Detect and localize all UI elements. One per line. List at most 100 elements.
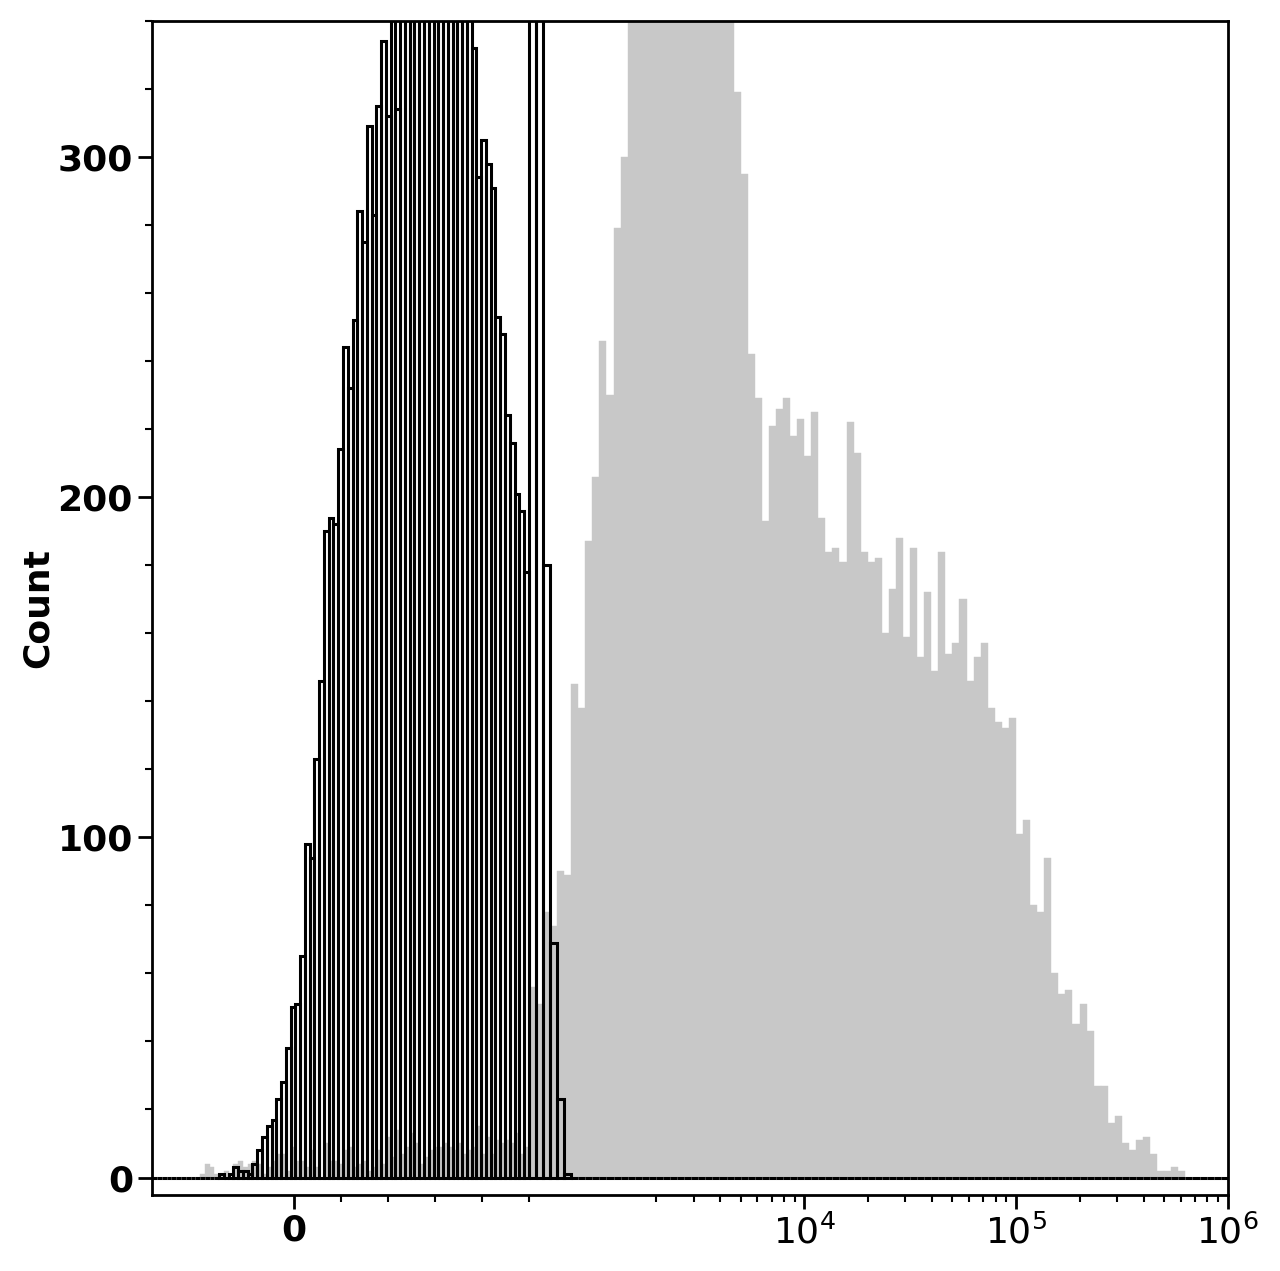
Bar bbox=[457, 1144, 462, 1177]
Bar bbox=[1135, 1140, 1143, 1177]
Bar bbox=[367, 1171, 371, 1177]
Bar bbox=[233, 1167, 238, 1177]
Bar bbox=[713, 0, 719, 1177]
Bar bbox=[1044, 858, 1051, 1177]
Bar bbox=[390, 0, 396, 1177]
Bar bbox=[924, 592, 932, 1177]
Bar bbox=[266, 1167, 271, 1177]
Bar bbox=[305, 1167, 310, 1177]
Bar bbox=[509, 1144, 515, 1177]
Bar bbox=[1051, 974, 1059, 1177]
Bar bbox=[438, 1146, 443, 1177]
Bar bbox=[543, 566, 550, 1177]
Bar bbox=[1009, 718, 1016, 1177]
Bar bbox=[506, 1140, 509, 1177]
Bar bbox=[276, 1154, 282, 1177]
Bar bbox=[960, 599, 966, 1177]
Bar bbox=[305, 844, 310, 1177]
Bar bbox=[755, 398, 762, 1177]
Bar bbox=[443, 0, 448, 1177]
Bar bbox=[529, 988, 536, 1177]
Bar bbox=[727, 0, 733, 1177]
Bar bbox=[486, 164, 490, 1177]
Bar bbox=[564, 874, 571, 1177]
Bar bbox=[243, 1167, 248, 1177]
Bar bbox=[343, 347, 348, 1177]
Bar bbox=[910, 548, 918, 1177]
Bar bbox=[315, 1167, 319, 1177]
Bar bbox=[381, 41, 385, 1177]
Bar bbox=[352, 320, 357, 1177]
Bar bbox=[812, 412, 818, 1177]
Bar bbox=[946, 653, 952, 1177]
Bar bbox=[506, 416, 509, 1177]
Bar bbox=[882, 633, 888, 1177]
Bar bbox=[1079, 1004, 1087, 1177]
Bar bbox=[691, 0, 699, 1177]
Bar bbox=[627, 0, 635, 1177]
Bar bbox=[649, 0, 655, 1177]
Bar bbox=[1151, 1154, 1157, 1177]
Bar bbox=[705, 0, 713, 1177]
Bar bbox=[776, 409, 783, 1177]
Bar bbox=[1129, 1150, 1135, 1177]
Bar bbox=[329, 1160, 334, 1177]
Bar bbox=[390, 1157, 396, 1177]
Bar bbox=[376, 1150, 381, 1177]
Bar bbox=[352, 1167, 357, 1177]
Bar bbox=[434, 1146, 438, 1177]
Bar bbox=[257, 1150, 262, 1177]
Bar bbox=[952, 643, 960, 1177]
Bar bbox=[1037, 913, 1044, 1177]
Bar bbox=[300, 956, 305, 1177]
Bar bbox=[509, 442, 515, 1177]
Bar bbox=[1107, 1124, 1115, 1177]
Bar bbox=[1101, 1085, 1107, 1177]
Bar bbox=[524, 1146, 529, 1177]
Bar bbox=[641, 0, 649, 1177]
Bar bbox=[918, 657, 924, 1177]
Bar bbox=[826, 552, 832, 1177]
Bar bbox=[902, 637, 910, 1177]
Bar bbox=[262, 1136, 266, 1177]
Bar bbox=[1143, 1136, 1151, 1177]
Bar bbox=[536, 0, 543, 1177]
Bar bbox=[457, 0, 462, 1177]
Bar bbox=[410, 0, 415, 1177]
Bar bbox=[462, 1154, 467, 1177]
Bar bbox=[401, 0, 404, 1177]
Bar bbox=[733, 93, 741, 1177]
Bar bbox=[684, 0, 691, 1177]
Bar bbox=[214, 1174, 219, 1177]
Bar bbox=[621, 156, 627, 1177]
Bar bbox=[404, 0, 410, 1177]
Bar bbox=[515, 1134, 520, 1177]
Bar bbox=[495, 1140, 500, 1177]
Bar bbox=[868, 562, 874, 1177]
Bar bbox=[362, 1160, 367, 1177]
Bar bbox=[599, 341, 607, 1177]
Bar bbox=[271, 1120, 276, 1177]
Bar bbox=[291, 1008, 296, 1177]
Bar bbox=[334, 1160, 338, 1177]
Bar bbox=[1002, 728, 1009, 1177]
Bar bbox=[500, 1144, 506, 1177]
Bar bbox=[1030, 905, 1037, 1177]
Bar bbox=[205, 1164, 210, 1177]
Bar bbox=[210, 1167, 214, 1177]
Bar bbox=[415, 1144, 420, 1177]
Y-axis label: Count: Count bbox=[20, 548, 55, 667]
Bar bbox=[381, 1164, 385, 1177]
Bar bbox=[404, 1146, 410, 1177]
Bar bbox=[932, 671, 938, 1177]
Bar bbox=[783, 398, 790, 1177]
Bar bbox=[338, 450, 343, 1177]
Bar bbox=[233, 1164, 238, 1177]
Bar bbox=[329, 517, 334, 1177]
Bar bbox=[669, 0, 677, 1177]
Bar bbox=[1115, 1116, 1121, 1177]
Bar bbox=[424, 0, 429, 1177]
Bar bbox=[467, 0, 471, 1177]
Bar bbox=[699, 0, 705, 1177]
Bar bbox=[376, 105, 381, 1177]
